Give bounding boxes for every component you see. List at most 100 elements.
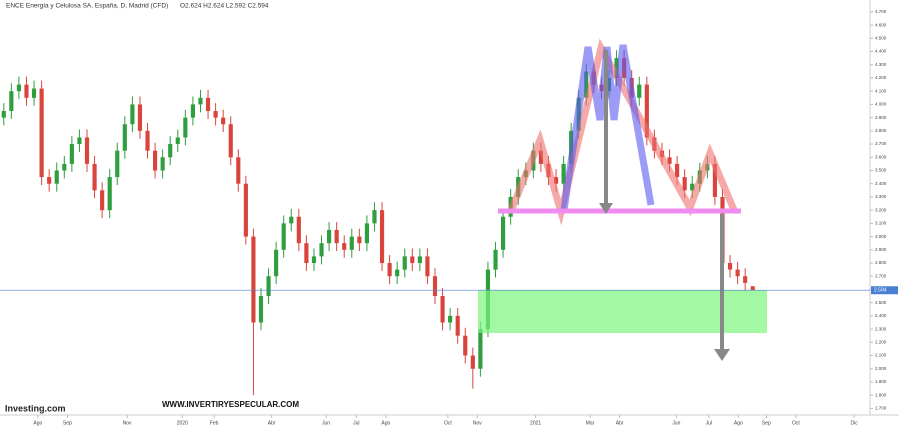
y-tick-label: 4.400 [875,49,887,54]
candle-body [690,183,695,191]
last-price-label: 2.594 [874,288,887,294]
candle-body [62,163,67,171]
candle-body [9,91,14,112]
candle-body [243,183,248,237]
candle-body [107,177,112,211]
candle-body [92,163,97,191]
y-tick-label: 1.700 [875,406,887,411]
candle-body [24,84,29,98]
pattern-line [560,44,655,211]
candle-body [251,236,256,323]
y-tick-label: 1.800 [875,392,887,397]
candle-body [637,84,642,98]
candle-body [198,97,203,105]
candle-body [357,236,362,244]
candle-body [100,190,105,211]
y-tick-label: 3.500 [875,168,887,173]
y-tick-label: 4.200 [875,75,887,80]
y-tick-label: 2.300 [875,326,887,331]
last-price-box [871,286,898,295]
x-tick-label: 2020 [177,420,188,426]
candle-body [395,269,400,277]
candle-body [54,170,59,184]
candle-body [319,243,324,257]
x-tick-label: Mar [586,420,595,426]
candle-body [281,223,286,250]
candle-body [221,117,226,125]
candle-body [175,137,180,145]
candle-body [228,124,233,158]
annotations [478,38,767,361]
candle-body [750,286,755,291]
candle-body [743,276,748,283]
x-tick-label: Ago [33,420,42,426]
y-tick-label: 3.900 [875,115,887,120]
y-tick-label: 2.700 [875,273,887,278]
candle-body [417,256,422,264]
candle-body [644,84,649,138]
candle-body [463,335,468,356]
x-tick-label: Jul [353,420,359,426]
y-tick-label: 3.700 [875,141,887,146]
candle-body [16,84,21,92]
candle-body [584,71,589,98]
y-tick-label: 4.700 [875,9,887,14]
brand: Investing.com [5,403,66,413]
candle-body [440,296,445,323]
y-tick-label: 4.500 [875,36,887,41]
x-tick-label: Sep [63,420,72,426]
candle-body [205,97,211,112]
x-tick-label: Nov [123,420,132,426]
candle-body [387,263,392,277]
candle-body [39,88,44,178]
candle-body [145,130,150,151]
chart-title: ENCE Energía y Celulosa SA, España, D, M… [6,3,168,10]
y-tick-label: 3.600 [875,154,887,159]
candle-body [296,216,301,244]
watermark: WWW.INVERTIRYESPECULAR.COM [162,400,299,409]
candle-body [455,315,460,336]
candle-body [327,229,332,244]
x-tick-label: Ago [381,420,390,426]
candle-body [115,150,120,178]
candle-body [69,144,74,164]
candle-body [470,355,475,369]
x-tick-label: Jun [322,420,330,426]
candle-body [410,256,415,264]
x-tick-label: Nov [473,420,482,426]
candle-body [1,111,6,118]
x-tick-label: Abr [268,420,276,426]
x-tick-label: Abr [616,420,624,426]
candle-body [77,137,82,145]
candle-body [667,157,672,164]
y-tick-label: 3.300 [875,194,887,199]
y-tick-label: 2.000 [875,366,887,371]
y-tick-label: 1.900 [875,379,887,384]
y-tick-label: 4.600 [875,22,887,27]
candle-body [190,104,195,118]
candle-body [432,276,438,297]
candle-body [137,104,143,131]
y-tick-label: 2.500 [875,300,887,305]
y-tick-label: 4.300 [875,62,887,67]
x-tick-label: Feb [210,420,219,426]
candle-body [213,111,218,118]
candle-body [478,329,483,369]
candle-body [289,216,294,224]
candle-body [274,249,279,277]
y-tick-label: 2.900 [875,247,887,252]
candle-body [712,163,717,197]
candle-body [130,104,135,125]
candle-body [561,163,566,184]
y-tick-label: 3.800 [875,128,887,133]
arrow-head [714,349,730,361]
ohlc-readout: O2.624 H2.624 L2.592 C2.594 [180,3,269,10]
x-tick-label: Oct [444,420,452,426]
y-tick-label: 4.000 [875,102,887,107]
candle-body [84,137,90,164]
y-tick-label: 4.100 [875,88,887,93]
candle-body [311,256,317,264]
candle-body [266,276,271,297]
candle-body [236,157,241,184]
